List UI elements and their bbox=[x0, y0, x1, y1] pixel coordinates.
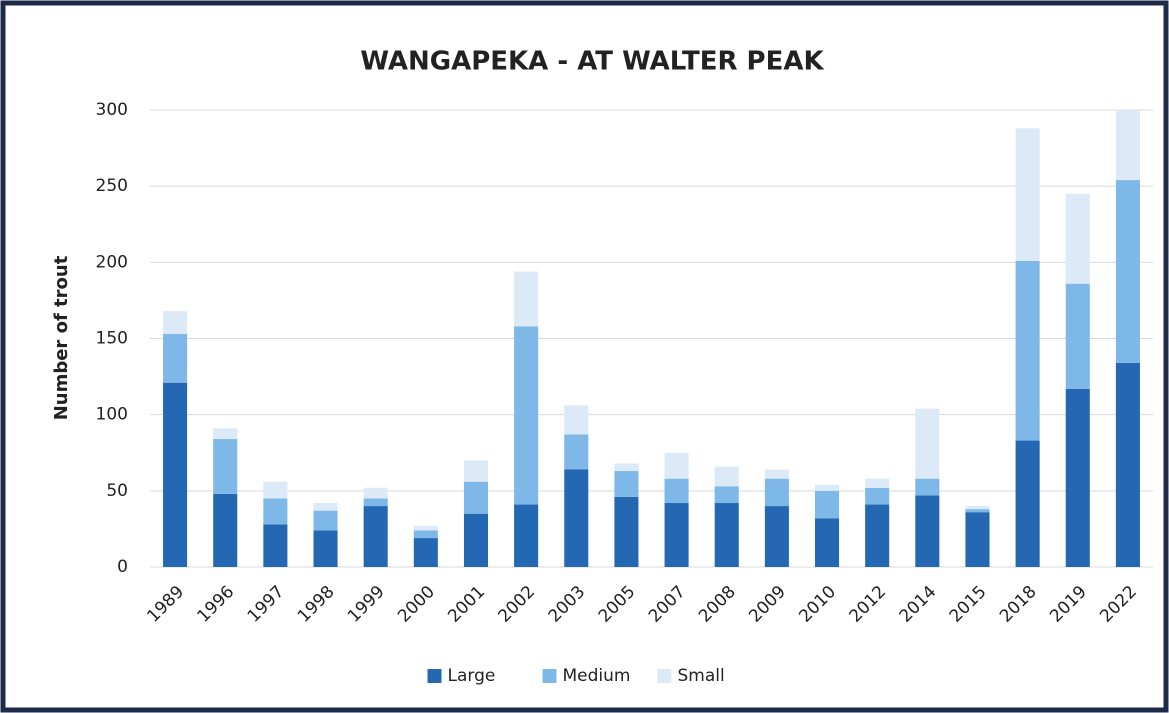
bar-segment bbox=[764, 478, 789, 507]
y-tick-label: 100 bbox=[96, 405, 128, 425]
y-tick-label: 50 bbox=[106, 481, 128, 501]
legend-label: Large bbox=[448, 666, 496, 686]
bar-segment bbox=[614, 496, 639, 567]
bar-segment bbox=[363, 498, 388, 507]
bar-segment bbox=[213, 428, 238, 440]
bar-segment bbox=[865, 504, 890, 567]
bar-segment bbox=[263, 481, 288, 499]
bar-segment bbox=[865, 487, 890, 505]
bar-segment bbox=[363, 487, 388, 499]
bar-segment bbox=[1015, 440, 1040, 567]
y-tick-label: 150 bbox=[96, 329, 128, 349]
bar-segment bbox=[413, 525, 438, 531]
legend-swatch bbox=[542, 669, 557, 683]
bar-segment bbox=[514, 326, 539, 505]
bar-segment bbox=[1115, 110, 1140, 181]
legend-swatch bbox=[427, 669, 442, 683]
y-tick-label: 250 bbox=[96, 176, 128, 196]
bar-segment bbox=[363, 506, 388, 567]
bar-segment bbox=[764, 469, 789, 479]
legend-swatch bbox=[657, 669, 672, 683]
bar-segment bbox=[1065, 283, 1090, 389]
bar-segment bbox=[564, 469, 589, 567]
bar-segment bbox=[614, 471, 639, 497]
bar-segment bbox=[263, 524, 288, 567]
bar-segment bbox=[564, 434, 589, 470]
bar-segment bbox=[965, 509, 990, 513]
bar-segment bbox=[313, 503, 338, 511]
bar-segment bbox=[965, 512, 990, 567]
bar-segment bbox=[463, 481, 489, 514]
bar-segment bbox=[564, 405, 589, 435]
bar-segment bbox=[865, 478, 890, 488]
bar-segment bbox=[413, 530, 438, 539]
bar-segment bbox=[1015, 260, 1040, 441]
bar-segment bbox=[714, 503, 739, 567]
y-tick-label: 200 bbox=[96, 252, 128, 272]
bar-segment bbox=[814, 484, 840, 491]
bar-segment bbox=[714, 486, 739, 504]
bar-segment bbox=[413, 538, 438, 567]
bar-segment bbox=[915, 408, 940, 479]
bar-segment bbox=[163, 382, 188, 567]
bar-segment bbox=[463, 460, 489, 482]
bar-segment bbox=[1065, 193, 1090, 284]
bar-segment bbox=[814, 490, 840, 519]
chart-title: WANGAPEKA - AT WALTER PEAK bbox=[360, 47, 824, 77]
bar-segment bbox=[915, 478, 940, 496]
bar-segment bbox=[1115, 180, 1140, 363]
y-axis-title: Number of trout bbox=[51, 255, 72, 420]
bar-segment bbox=[163, 311, 188, 334]
bar-segment bbox=[1015, 128, 1040, 261]
bar-segment bbox=[463, 513, 489, 567]
legend-label: Small bbox=[678, 666, 725, 686]
bar-segment bbox=[714, 466, 739, 487]
bar-segment bbox=[213, 493, 238, 567]
bar-segment bbox=[915, 495, 940, 567]
bar-segment bbox=[614, 463, 639, 472]
bar-segment bbox=[1115, 362, 1140, 567]
legend-label: Medium bbox=[563, 666, 631, 686]
bar-segment bbox=[664, 452, 689, 479]
bar-segment bbox=[313, 530, 338, 567]
bar-segment bbox=[764, 506, 789, 567]
bar-segment bbox=[263, 498, 288, 525]
bar-segment bbox=[1065, 388, 1090, 567]
bar-segment bbox=[213, 439, 238, 494]
y-tick-label: 0 bbox=[117, 557, 128, 577]
bar-segment bbox=[163, 333, 188, 383]
bar-segment bbox=[313, 510, 338, 531]
bar-segment bbox=[814, 518, 840, 567]
bar-segment bbox=[664, 503, 689, 567]
bar-segment bbox=[514, 504, 539, 567]
bar-segment bbox=[965, 506, 990, 510]
bar-segment bbox=[514, 271, 539, 327]
bar-segment bbox=[664, 478, 689, 504]
y-tick-label: 300 bbox=[96, 100, 128, 120]
